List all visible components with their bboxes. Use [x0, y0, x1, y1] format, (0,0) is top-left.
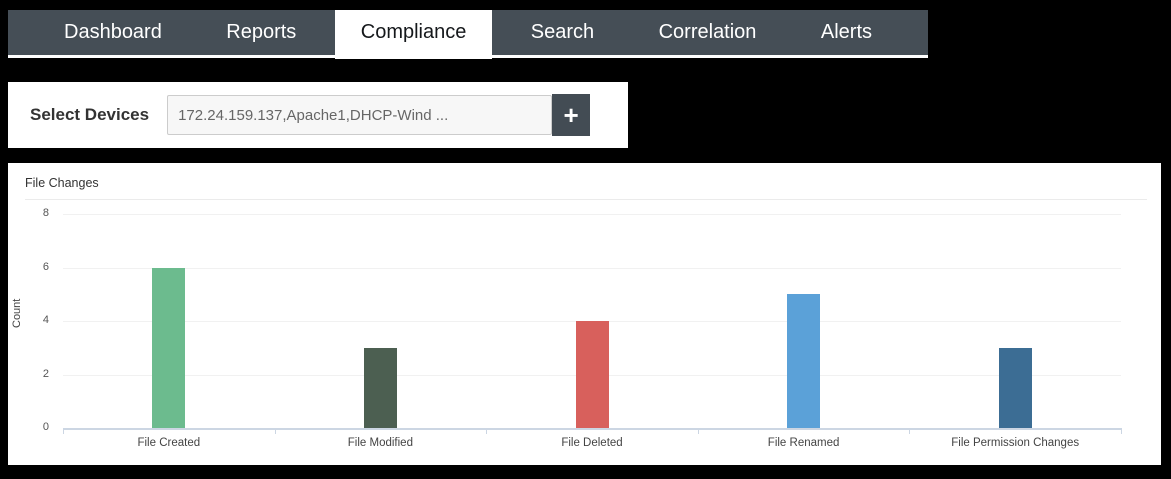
- x-axis-tick: [909, 428, 911, 434]
- device-selector-panel: Select Devices +: [8, 82, 628, 148]
- plot-area: Count 0 2 4 6 8 File Created File Modified File…: [8, 163, 1161, 465]
- tab-dashboard[interactable]: Dashboard: [64, 21, 162, 43]
- bar-file-created[interactable]: [152, 267, 186, 428]
- y-tick-label: 2: [42, 367, 49, 380]
- x-axis-tick: [486, 428, 488, 434]
- x-axis-tick: [63, 428, 64, 434]
- tab-reports[interactable]: Reports: [226, 21, 297, 43]
- x-category-label: File Permission Changes: [951, 437, 1080, 449]
- title-divider: [25, 199, 1147, 200]
- x-axis-tick: [1121, 428, 1122, 434]
- x-axis-tick: [274, 428, 276, 434]
- bar-file-permission-changes[interactable]: [998, 347, 1032, 428]
- device-list-input[interactable]: [167, 95, 553, 135]
- x-category-label: File Modified: [347, 437, 413, 449]
- x-axis-line: [63, 428, 1121, 430]
- bar-file-renamed[interactable]: [787, 294, 821, 428]
- nav-bar: Dashboard Reports Compliance Search Corr…: [8, 10, 928, 59]
- y-tick-label: 4: [42, 314, 49, 326]
- tab-correlation[interactable]: Correlation: [658, 21, 757, 43]
- chart-title: File Changes: [25, 176, 99, 190]
- add-device-button[interactable]: +: [552, 94, 591, 136]
- y-tick-label: 0: [42, 421, 49, 433]
- select-devices-label: Select Devices: [30, 105, 150, 124]
- x-axis-tick: [697, 428, 699, 434]
- tab-alerts[interactable]: Alerts: [820, 21, 872, 43]
- file-changes-chart-panel: File Changes Count 0 2 4 6 8 File Created File…: [8, 163, 1161, 465]
- x-category-label: File Deleted: [561, 437, 623, 449]
- bar-file-modified[interactable]: [363, 347, 397, 428]
- y-gridline: [63, 214, 1121, 215]
- x-category-label: File Renamed: [767, 437, 840, 449]
- tab-compliance[interactable]: Compliance: [334, 10, 493, 59]
- bar-file-deleted[interactable]: [575, 321, 609, 428]
- top-navigation: Dashboard Reports Compliance Search Corr…: [8, 10, 928, 59]
- y-tick-label: 6: [42, 260, 49, 273]
- y-tick-label: 8: [42, 207, 49, 219]
- tab-search[interactable]: Search: [530, 21, 595, 43]
- y-gridline: [63, 267, 1121, 269]
- x-category-label: File Created: [137, 437, 201, 449]
- plus-icon: +: [563, 100, 579, 130]
